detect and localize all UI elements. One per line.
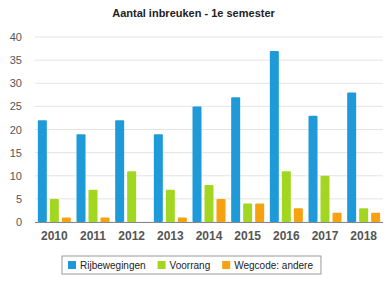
y-tick-label: 5 <box>16 193 22 205</box>
bar <box>231 97 240 222</box>
legend-label: Wegcode: andere <box>234 260 313 271</box>
bar <box>77 134 86 222</box>
grid-line <box>35 175 383 176</box>
x-tick-label: 2013 <box>157 229 184 243</box>
y-tick-label: 30 <box>10 77 22 89</box>
x-tick-label: 2016 <box>273 229 300 243</box>
bar <box>294 208 303 222</box>
title: Aantal inbreuken - 1e semester <box>112 7 275 19</box>
legend-box <box>62 256 321 274</box>
grid-line <box>35 83 383 84</box>
legend-swatch <box>222 261 230 269</box>
y-tick-label: 15 <box>10 147 22 159</box>
legend-swatch <box>68 261 76 269</box>
bar <box>89 190 98 222</box>
bar <box>166 190 175 222</box>
x-tick-label: 2018 <box>350 229 377 243</box>
y-tick-label: 40 <box>10 31 22 43</box>
y-tick-label: 10 <box>10 170 22 182</box>
bar <box>333 213 342 222</box>
bar <box>115 120 124 222</box>
bar <box>282 171 291 222</box>
bar <box>321 176 330 222</box>
y-tick-label: 35 <box>10 54 22 66</box>
x-axis <box>35 222 383 223</box>
x-tick-label: 2010 <box>41 229 68 243</box>
bar <box>139 222 148 223</box>
x-tick-label: 2011 <box>80 229 106 243</box>
y-tick-label: 25 <box>10 100 22 112</box>
bar <box>347 93 356 223</box>
y-tick-label: 20 <box>10 124 22 136</box>
bar <box>50 199 59 222</box>
legend-swatch <box>158 261 166 269</box>
bar <box>255 204 264 223</box>
bar <box>270 51 279 222</box>
bar <box>127 171 136 222</box>
bar <box>359 208 368 222</box>
bar <box>38 120 47 222</box>
x-tick-label: 2015 <box>234 229 261 243</box>
legend: Rijbewegingen Voorrang Wegcode: andere <box>62 256 321 274</box>
bar <box>309 116 318 222</box>
grid-line <box>35 129 383 130</box>
x-tick-label: 2017 <box>312 229 339 243</box>
grid-line <box>35 152 383 153</box>
chart-svg: Aantal inbreuken - 1e semester 0 5 10 15 20 25… <box>0 0 387 283</box>
chart-container: Aantal inbreuken - 1e semester 0 5 10 15 20 25… <box>0 0 387 283</box>
legend-label: Voorrang <box>170 260 211 271</box>
grid-line <box>35 37 383 38</box>
bar <box>178 217 187 222</box>
y-tick-label: 0 <box>16 216 22 228</box>
x-tick-label: 2012 <box>118 229 145 243</box>
bar <box>371 213 380 222</box>
grid-line <box>35 60 383 61</box>
bar <box>193 106 202 222</box>
bar <box>154 134 163 222</box>
legend-label: Rijbewegingen <box>80 260 146 271</box>
bar <box>101 217 110 222</box>
bar <box>62 217 71 222</box>
bars <box>38 51 380 222</box>
x-tick-label: 2014 <box>196 229 223 243</box>
bar <box>217 199 226 222</box>
bar <box>243 204 252 223</box>
grid-line <box>35 106 383 107</box>
bar <box>205 185 214 222</box>
